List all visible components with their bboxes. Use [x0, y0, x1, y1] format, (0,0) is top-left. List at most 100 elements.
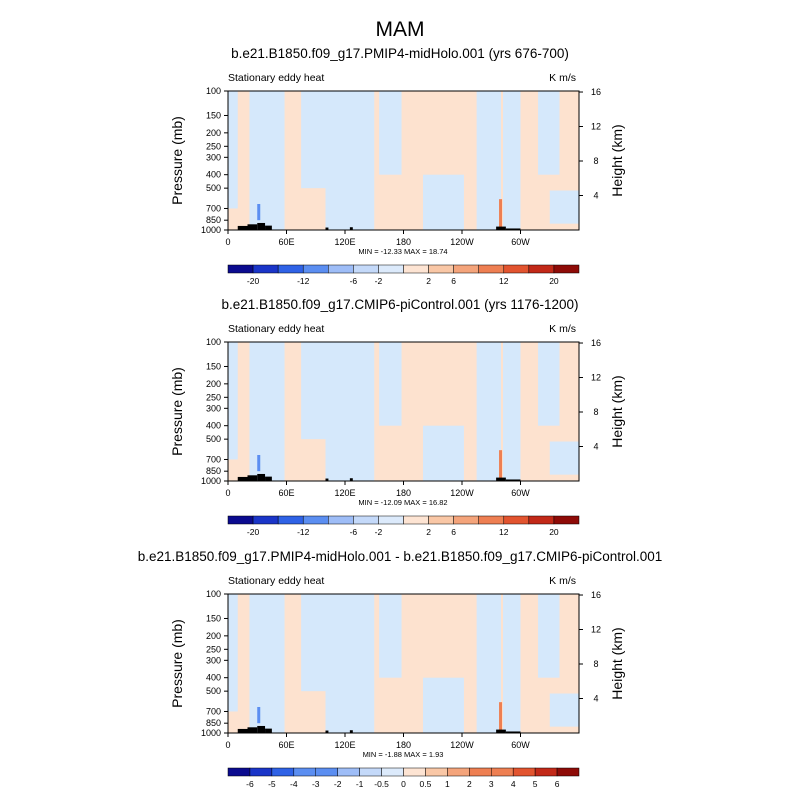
x-tick-label: 120E — [334, 740, 355, 750]
cool-region — [249, 91, 285, 230]
topography-block — [349, 227, 353, 230]
x-tick-label: 60W — [511, 488, 530, 498]
cool-regions — [228, 594, 579, 733]
colorbar-box — [428, 264, 454, 274]
y-tick-label: 150 — [206, 361, 221, 371]
topography-block — [325, 227, 329, 230]
africa-feature — [257, 706, 261, 724]
y-axis-right: 4 8 12 16 — [579, 87, 601, 201]
x-tick-label: 0 — [225, 740, 230, 750]
cool-region — [476, 342, 521, 481]
topography-block — [505, 228, 521, 230]
colorbar-label: 20 — [549, 527, 559, 537]
y-tick-label: 1000 — [201, 225, 221, 235]
colorbar-box — [359, 767, 382, 777]
colorbar-box — [293, 767, 316, 777]
panel-title: b.e21.B1850.f09_g17.CMIP6-piControl.001 … — [222, 297, 579, 312]
y-right-tick-label: 4 — [593, 694, 598, 704]
colorbar-box — [553, 264, 580, 274]
x-tick-label: 120W — [450, 237, 474, 247]
x-tick-label: 60E — [278, 237, 294, 247]
min-max-label: MIN = -12.09 MAX = 16.82 — [358, 498, 447, 507]
x-tick-label: 0 — [225, 237, 230, 247]
colorbar-label: -12 — [297, 527, 310, 537]
y-tick-label: 250 — [206, 392, 221, 402]
min-max-label: MIN = -1.88 MAX = 1.93 — [363, 750, 444, 759]
colorbar-box — [252, 264, 279, 274]
cool-region — [549, 190, 579, 224]
colorbar-label: 12 — [499, 527, 509, 537]
y-tick-label: 850 — [206, 215, 221, 225]
panel-title: b.e21.B1850.f09_g17.PMIP4-midHolo.001 - … — [138, 549, 663, 564]
colorbar-box — [453, 515, 479, 525]
colorbar-box — [328, 515, 354, 525]
topography-block — [247, 475, 258, 481]
colorbar-label: 2 — [426, 276, 431, 286]
andes-streak — [501, 91, 503, 230]
y-tick-label: 100 — [206, 589, 221, 599]
min-max-label: MIN = -12.33 MAX = 18.74 — [358, 247, 447, 256]
x-tick-label: 60W — [511, 740, 530, 750]
topography-block — [237, 728, 248, 733]
topography-block — [349, 730, 353, 733]
y-right-tick-label: 8 — [593, 659, 598, 669]
cool-regions — [228, 91, 579, 230]
colorbar-label: -2 — [375, 276, 383, 286]
y-tick-label: 150 — [206, 110, 221, 120]
topography-block — [505, 479, 521, 481]
panels: b.e21.B1850.f09_g17.PMIP4-midHolo.001 (y… — [138, 46, 663, 789]
x-tick-label: 180 — [396, 740, 411, 750]
x-axis: 0 60E 120E 180 120W 60W — [225, 230, 530, 247]
y-tick-label: 300 — [206, 152, 221, 162]
topography-block — [325, 730, 329, 733]
topography-block — [349, 478, 353, 481]
topography-block — [247, 224, 258, 230]
units-label: K m/s — [549, 575, 576, 587]
colorbar-box — [252, 515, 279, 525]
cool-region — [228, 91, 238, 209]
colorbar-box — [478, 515, 505, 525]
y-axis-right-label: Height (km) — [609, 627, 625, 699]
colorbar-label: 6 — [451, 527, 456, 537]
colorbar-box — [271, 767, 295, 777]
andes-streak — [501, 342, 503, 481]
cool-regions — [228, 342, 579, 481]
colorbar-box — [528, 515, 555, 525]
colorbar-box — [337, 767, 360, 777]
y-tick-label: 300 — [206, 655, 221, 665]
colorbar-box — [302, 264, 329, 274]
colorbar-box — [478, 264, 505, 274]
colorbar-box — [381, 767, 404, 777]
colorbar-label: -2 — [375, 527, 383, 537]
panel-3: b.e21.B1850.f09_g17.PMIP4-midHolo.001 - … — [138, 549, 663, 789]
colorbar-box — [453, 264, 479, 274]
colorbar-box — [512, 767, 536, 777]
colorbar-box — [491, 767, 514, 777]
y-tick-label: 400 — [206, 170, 221, 180]
x-axis: 0 60E 120E 180 120W 60W — [225, 481, 530, 498]
y-axis-right: 4 8 12 16 — [579, 338, 601, 452]
y-tick-label: 100 — [206, 86, 221, 96]
y-axis-right-label: Height (km) — [609, 124, 625, 196]
colorbar-box — [447, 767, 470, 777]
colorbar-label: -0.5 — [374, 779, 389, 789]
panel-2: b.e21.B1850.f09_g17.CMIP6-piControl.001 … — [169, 297, 625, 537]
colorbar-label: 4 — [511, 779, 516, 789]
colorbar-box — [556, 767, 580, 777]
colorbar: -6 -5 -4 -3 -2 -1 -0.5 0 0.5 1 2 3 4 5 6 — [227, 767, 580, 789]
y-tick-label: 850 — [206, 466, 221, 476]
y-right-tick-label: 12 — [591, 122, 601, 132]
colorbar-label: 20 — [549, 276, 559, 286]
left-string: Stationary eddy heat — [228, 72, 324, 84]
andes-feature — [499, 702, 503, 733]
y-tick-label: 150 — [206, 613, 221, 623]
y-right-tick-label: 8 — [593, 156, 598, 166]
colorbar-label: -6 — [350, 527, 358, 537]
left-string: Stationary eddy heat — [228, 323, 324, 335]
colorbar-label: 3 — [489, 779, 494, 789]
topography — [237, 222, 521, 230]
cool-region — [228, 594, 238, 712]
